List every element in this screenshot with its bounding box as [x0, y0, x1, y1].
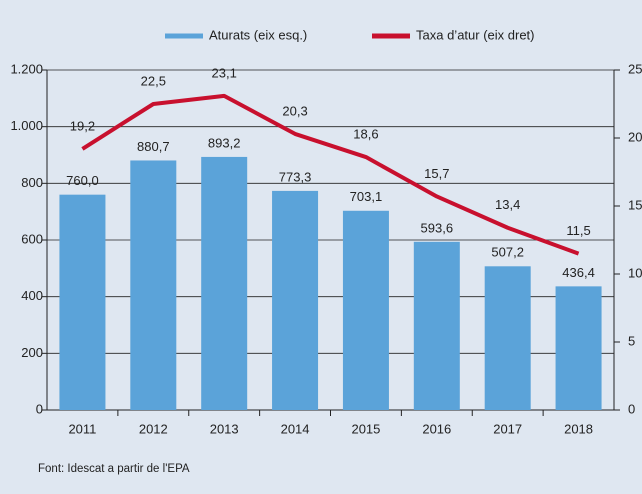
bar — [413, 241, 460, 410]
line-value-label: 20,3 — [282, 103, 307, 118]
bar-value-label: 593,6 — [421, 220, 454, 235]
x-tick-label: 2018 — [564, 421, 593, 436]
bar-value-label: 760,0 — [66, 173, 99, 188]
x-tick-label: 2014 — [281, 421, 310, 436]
y-tick-label: 1.000 — [10, 118, 43, 133]
bar-value-label: 436,4 — [562, 265, 595, 280]
bar — [130, 160, 177, 410]
bar — [201, 156, 248, 410]
y2-tick-label: 0 — [628, 401, 635, 416]
x-tick-label: 2011 — [68, 421, 96, 436]
line-value-label: 11,5 — [566, 223, 590, 238]
line-value-label: 13,4 — [495, 197, 520, 212]
x-tick-label: 2013 — [210, 421, 239, 436]
bar — [484, 266, 531, 410]
y2-tick-label: 5 — [628, 333, 635, 348]
legend-label: Taxa d’atur (eix dret) — [416, 27, 535, 42]
y2-tick-label: 15 — [628, 197, 642, 212]
line-value-label: 15,7 — [424, 166, 449, 181]
y-tick-label: 1.200 — [10, 61, 43, 76]
x-tick-label: 2012 — [139, 421, 168, 436]
line-value-label: 19,2 — [70, 118, 95, 133]
x-tick-label: 2017 — [493, 421, 522, 436]
bar-value-label: 893,2 — [208, 135, 241, 150]
bar-value-label: 507,2 — [491, 245, 524, 260]
bar-value-label: 703,1 — [350, 189, 383, 204]
bar — [272, 190, 319, 410]
y-tick-label: 0 — [36, 401, 43, 416]
y2-tick-label: 20 — [628, 129, 642, 144]
bar-value-label: 773,3 — [279, 169, 312, 184]
bar-value-label: 880,7 — [137, 139, 170, 154]
rate-line — [81, 93, 580, 256]
line-value-label: 22,5 — [141, 73, 166, 88]
y-tick-label: 200 — [21, 345, 43, 360]
bar — [555, 286, 602, 410]
line-value-label: 23,1 — [212, 65, 237, 80]
source-note: Font: Idescat a partir de l'EPA — [38, 463, 190, 475]
x-tick-label: 2016 — [422, 421, 451, 436]
y2-tick-label: 10 — [628, 265, 642, 280]
bar — [59, 194, 106, 410]
y2-tick-label: 25 — [628, 61, 642, 76]
line-value-label: 18,6 — [353, 126, 378, 141]
y-tick-label: 400 — [21, 288, 43, 303]
bar — [342, 210, 389, 410]
y-tick-label: 800 — [21, 175, 43, 190]
x-tick-label: 2015 — [351, 421, 380, 436]
legend-label: Aturats (eix esq.) — [209, 27, 307, 42]
y-tick-label: 600 — [21, 231, 43, 246]
